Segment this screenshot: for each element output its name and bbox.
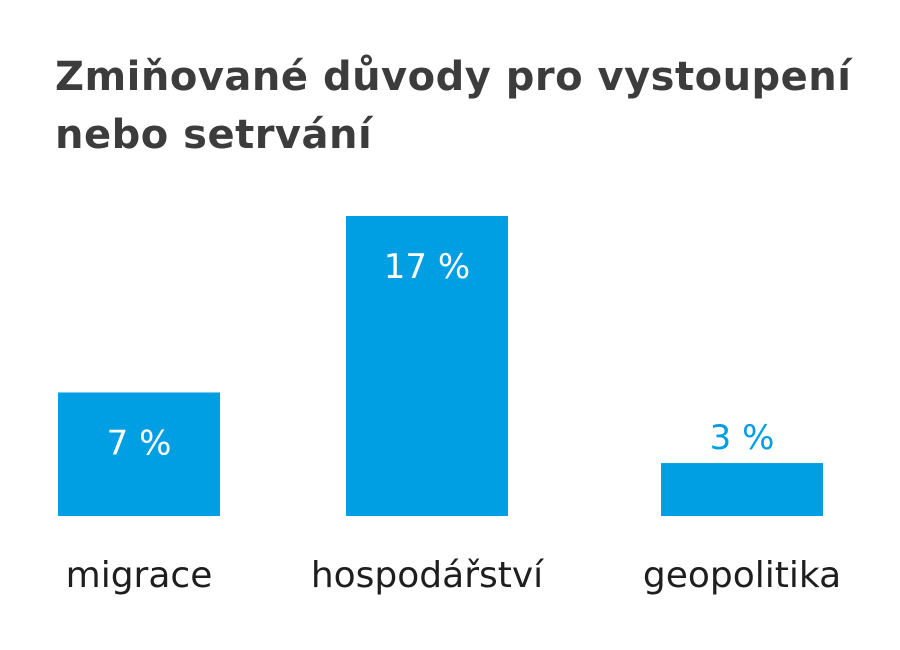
category-labels-group: migrace hospodářství geopolitika (66, 555, 842, 596)
chart-title: Zmiňované důvody pro vystoupení nebo set… (55, 48, 855, 164)
bars-group (58, 216, 823, 516)
chart-title-line-2: nebo setrvání (55, 112, 373, 158)
category-label-geopolitika: geopolitika (643, 555, 841, 596)
value-label-migrace: 7 % (107, 423, 172, 463)
bar-migrace (58, 392, 220, 516)
bar-geopolitika (661, 463, 823, 516)
value-label-hospodářství: 17 % (384, 247, 470, 287)
bar-hospodářství (346, 216, 508, 516)
category-label-migrace: migrace (66, 555, 213, 596)
chart-title-line-1: Zmiňované důvody pro vystoupení (55, 54, 852, 100)
value-label-geopolitika: 3 % (710, 418, 775, 458)
value-labels-group: 7 % 17 % 3 % (107, 247, 775, 463)
category-label-hospodářství: hospodářství (311, 555, 544, 596)
